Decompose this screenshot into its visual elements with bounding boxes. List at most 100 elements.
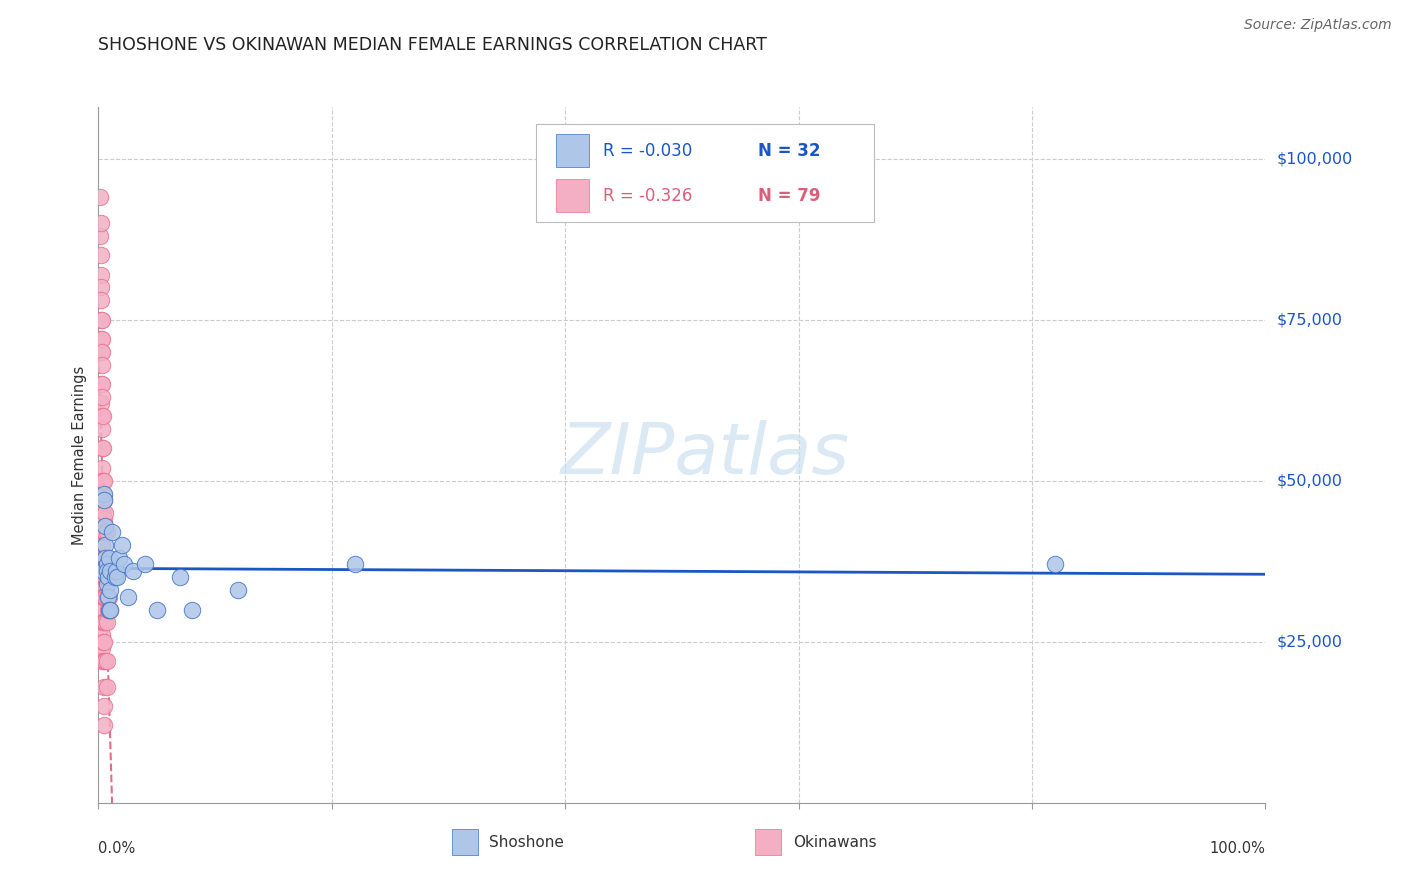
Point: [90, 538, 112, 552]
Text: Source: ZipAtlas.com: Source: ZipAtlas.com: [1244, 18, 1392, 32]
Text: 0.0%: 0.0%: [98, 841, 135, 856]
Point: [104, 564, 127, 578]
Point: [91, 506, 114, 520]
Point: [90, 422, 112, 436]
Point: [94, 506, 117, 520]
Point: [97, 590, 120, 604]
Point: [93, 474, 115, 488]
Bar: [555, 134, 589, 167]
Point: [90, 506, 112, 520]
Point: [94, 615, 117, 630]
Point: [90, 280, 112, 294]
Point: [98, 564, 121, 578]
Text: SHOSHONE VS OKINAWAN MEDIAN FEMALE EARNINGS CORRELATION CHART: SHOSHONE VS OKINAWAN MEDIAN FEMALE EARNI…: [98, 36, 768, 54]
Point: [90, 312, 112, 326]
Bar: [755, 829, 782, 855]
Point: [93, 718, 115, 732]
Point: [94, 570, 117, 584]
Point: [90, 615, 112, 630]
Text: $25,000: $25,000: [1277, 634, 1343, 649]
Point: [97, 590, 120, 604]
Point: [122, 564, 145, 578]
Point: [91, 442, 114, 456]
Point: [90, 654, 112, 668]
Point: [89, 228, 111, 243]
Point: [90, 248, 112, 262]
Point: [90, 344, 112, 359]
Point: [91, 525, 114, 540]
Point: [93, 551, 115, 566]
Point: [91, 564, 114, 578]
Point: [90, 486, 112, 500]
Point: [1045, 558, 1067, 572]
Point: [90, 641, 112, 656]
Point: [90, 332, 112, 346]
Point: [96, 590, 118, 604]
Point: [96, 615, 118, 630]
Point: [90, 377, 112, 392]
Point: [97, 602, 120, 616]
Point: [108, 551, 131, 566]
Text: N = 32: N = 32: [758, 142, 820, 160]
Point: [98, 583, 121, 598]
Point: [93, 512, 115, 526]
Point: [91, 634, 114, 648]
Point: [96, 558, 118, 572]
Point: [134, 558, 156, 572]
Point: [96, 680, 118, 694]
Point: [96, 576, 118, 591]
Point: [90, 590, 112, 604]
Point: [93, 486, 115, 500]
Point: [96, 551, 118, 566]
Point: [117, 590, 139, 604]
Point: [93, 615, 115, 630]
FancyBboxPatch shape: [536, 124, 875, 222]
Point: [94, 590, 117, 604]
Point: [112, 558, 135, 572]
Y-axis label: Median Female Earnings: Median Female Earnings: [72, 366, 87, 544]
Bar: [451, 829, 478, 855]
Point: [90, 474, 112, 488]
Point: [98, 602, 121, 616]
Point: [90, 377, 112, 392]
Point: [169, 570, 191, 584]
Text: $100,000: $100,000: [1277, 151, 1353, 166]
Text: R = -0.030: R = -0.030: [603, 142, 692, 160]
Point: [97, 551, 120, 566]
Point: [90, 390, 112, 404]
Point: [90, 576, 112, 591]
Point: [90, 409, 112, 424]
Point: [93, 590, 115, 604]
Point: [90, 460, 112, 475]
Point: [180, 602, 202, 616]
Point: [90, 525, 112, 540]
Text: $50,000: $50,000: [1277, 473, 1343, 488]
Point: [91, 590, 114, 604]
Point: [91, 486, 114, 500]
Point: [93, 493, 115, 508]
Point: [98, 602, 121, 616]
Point: [90, 312, 112, 326]
Point: [344, 558, 367, 572]
Point: [101, 525, 124, 540]
Point: [97, 602, 120, 616]
Point: [91, 615, 114, 630]
Point: [105, 570, 128, 584]
Point: [89, 190, 111, 204]
Point: [90, 396, 112, 410]
Point: [111, 538, 134, 552]
Point: [93, 493, 115, 508]
Text: $75,000: $75,000: [1277, 312, 1343, 327]
Text: 100.0%: 100.0%: [1209, 841, 1265, 856]
Point: [93, 634, 115, 648]
Point: [94, 538, 117, 552]
Point: [96, 654, 118, 668]
Text: Okinawans: Okinawans: [793, 835, 876, 850]
Point: [98, 564, 121, 578]
Point: [94, 654, 117, 668]
Point: [94, 551, 117, 566]
Point: [228, 583, 250, 598]
Point: [96, 564, 118, 578]
Point: [90, 602, 112, 616]
Point: [93, 654, 115, 668]
